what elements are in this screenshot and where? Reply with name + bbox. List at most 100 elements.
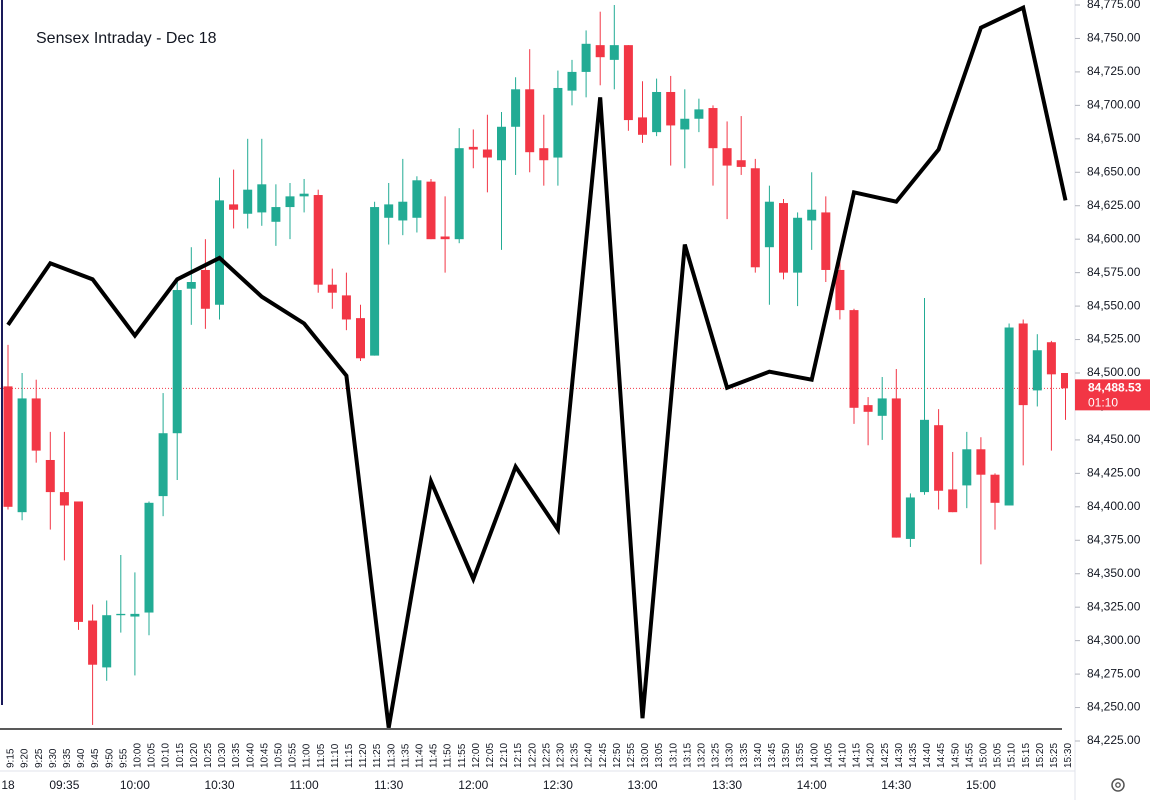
candle-body bbox=[595, 45, 605, 58]
last-price-label: 84,488.53 bbox=[1088, 381, 1142, 395]
x-category-label: 13:05 bbox=[654, 743, 665, 768]
y-tick-label: 84,275.00 bbox=[1087, 666, 1141, 680]
x-category-label: 10:00 bbox=[133, 743, 144, 768]
x-tick-label: 10:00 bbox=[120, 778, 150, 792]
x-category-label: 14:45 bbox=[936, 743, 947, 768]
x-category-label: 11:40 bbox=[415, 743, 426, 768]
candle-body bbox=[736, 160, 746, 167]
candle-body bbox=[638, 117, 647, 135]
x-category-label: 15:25 bbox=[1049, 743, 1060, 768]
x-category-label: 13:30 bbox=[725, 743, 736, 768]
candle-body bbox=[412, 180, 422, 218]
overlay-line bbox=[6, 4, 1068, 728]
x-category-label: 11:20 bbox=[358, 743, 369, 768]
candle-body bbox=[398, 201, 408, 221]
candle-body bbox=[920, 419, 929, 493]
x-category-label: 13:10 bbox=[668, 743, 679, 768]
x-category-label: 14:05 bbox=[823, 743, 834, 768]
settings-button[interactable] bbox=[1111, 778, 1125, 792]
candle-body bbox=[962, 449, 972, 486]
x-category-label: 13:20 bbox=[697, 743, 708, 768]
x-category-label: 12:30 bbox=[556, 743, 567, 768]
y-tick-label: 84,600.00 bbox=[1087, 231, 1141, 245]
x-category-label: 9:55 bbox=[118, 748, 129, 768]
x-category-label: 14:10 bbox=[838, 743, 849, 768]
x-category-label: 13:15 bbox=[682, 743, 693, 768]
candle-body bbox=[1018, 323, 1028, 406]
candle-body bbox=[553, 87, 563, 158]
candle-body bbox=[426, 181, 436, 240]
x-category-label: 11:45 bbox=[429, 743, 440, 768]
candle-body bbox=[45, 459, 55, 493]
candle-body bbox=[863, 405, 873, 412]
candle-body bbox=[1046, 342, 1056, 375]
y-tick-label: 84,400.00 bbox=[1087, 499, 1141, 513]
x-category-label: 10:30 bbox=[217, 743, 228, 768]
candle-body bbox=[440, 236, 450, 240]
candle-body bbox=[694, 109, 704, 119]
x-category-label: 10:15 bbox=[175, 743, 186, 768]
candle-body bbox=[200, 269, 210, 309]
x-category-label: 13:00 bbox=[640, 743, 651, 768]
x-category-label: 10:45 bbox=[259, 743, 270, 768]
candle-body bbox=[130, 613, 140, 617]
x-tick-label: 11:00 bbox=[290, 778, 319, 792]
candle-body bbox=[229, 204, 239, 210]
y-tick-label: 84,525.00 bbox=[1087, 332, 1141, 346]
x-category-label: 15:00 bbox=[979, 743, 990, 768]
y-tick-label: 84,225.00 bbox=[1087, 733, 1141, 747]
candle-body bbox=[877, 398, 887, 416]
x-category-label: 12:05 bbox=[485, 743, 496, 768]
candle-body bbox=[764, 201, 774, 248]
candle-body bbox=[186, 282, 196, 289]
candle-body bbox=[31, 398, 41, 451]
candle-body bbox=[144, 502, 154, 613]
x-category-label: 11:55 bbox=[457, 743, 468, 768]
x-category-label: 13:35 bbox=[739, 743, 750, 768]
x-category-label: 12:00 bbox=[471, 743, 482, 768]
candle-body bbox=[3, 386, 13, 507]
candle-body bbox=[990, 474, 1000, 503]
candle-body bbox=[497, 126, 506, 161]
y-tick-label: 84,300.00 bbox=[1087, 633, 1141, 647]
x-category-label: 9:20 bbox=[20, 748, 31, 768]
candle-body bbox=[313, 195, 323, 285]
y-tick-label: 84,550.00 bbox=[1087, 298, 1141, 312]
x-category-label: 11:50 bbox=[443, 743, 454, 768]
x-category-label: 10:40 bbox=[245, 743, 256, 768]
x-category-label: 11:10 bbox=[330, 743, 341, 768]
candle-body bbox=[299, 193, 309, 197]
candle-body bbox=[652, 91, 662, 133]
x-category-label: 14:25 bbox=[880, 743, 891, 768]
x-tick-label: 14:30 bbox=[881, 778, 911, 792]
candle-body bbox=[539, 148, 549, 161]
candle-body bbox=[257, 184, 267, 213]
x-category-label: 13:40 bbox=[753, 743, 764, 768]
y-tick-label: 84,700.00 bbox=[1087, 98, 1141, 112]
x-category-label: 10:10 bbox=[161, 743, 172, 768]
candle-body bbox=[779, 203, 788, 273]
x-category-label: 11:05 bbox=[316, 743, 327, 768]
countdown-label: 01:10 bbox=[1088, 396, 1118, 410]
candle-body bbox=[482, 149, 492, 158]
candle-body bbox=[285, 196, 295, 208]
candle-body bbox=[341, 295, 351, 320]
candle-body bbox=[807, 209, 817, 221]
y-tick-label: 84,375.00 bbox=[1087, 532, 1141, 546]
candle-body bbox=[976, 449, 986, 475]
candle-body bbox=[934, 425, 944, 491]
candle-body bbox=[59, 492, 69, 506]
candle-body bbox=[623, 45, 633, 121]
y-tick-label: 84,675.00 bbox=[1087, 131, 1141, 145]
candle-body bbox=[948, 489, 958, 513]
y-tick-label: 84,750.00 bbox=[1087, 31, 1141, 45]
candle-body bbox=[511, 89, 521, 127]
candle-body bbox=[356, 318, 365, 359]
last-price-tag bbox=[1075, 379, 1150, 411]
x-category-label: 12:15 bbox=[513, 743, 524, 768]
x-category-label: 11:25 bbox=[372, 743, 383, 768]
x-category-label: 12:35 bbox=[570, 743, 581, 768]
x-category-label: 12:45 bbox=[598, 743, 609, 768]
